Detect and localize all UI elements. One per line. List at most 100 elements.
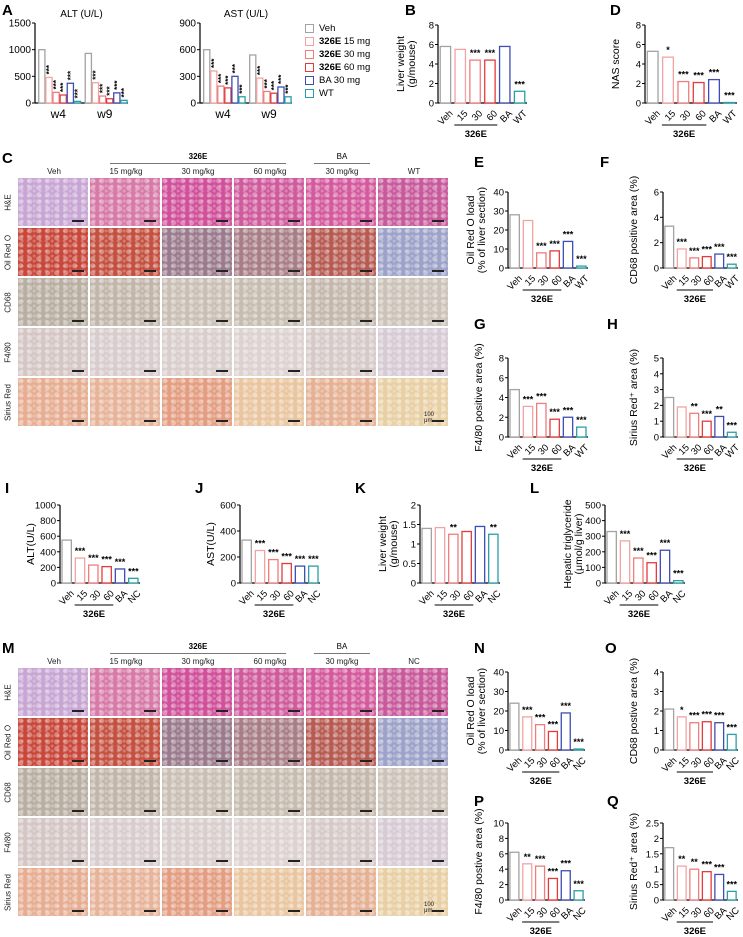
group-label: 326E [530, 926, 552, 937]
y-tick-label: 400 [585, 516, 601, 527]
bar [113, 92, 121, 104]
bar [646, 50, 659, 104]
histology-image [18, 328, 88, 376]
column-header: 30 mg/kg [181, 167, 215, 176]
significance-label: *** [726, 252, 737, 262]
significance-label: *** [295, 554, 306, 564]
y-tick-label: 8 [499, 354, 504, 365]
y-tick-label: 200 [40, 563, 56, 574]
significance-label: *** [693, 71, 704, 81]
y-tick-label: 4 [636, 60, 641, 71]
scale-bar [432, 760, 444, 762]
scale-bar [216, 710, 228, 712]
significance-label: *** [536, 391, 547, 401]
bar [98, 95, 107, 104]
significance-label: *** [548, 866, 559, 876]
bar [84, 52, 93, 104]
histology-image [162, 328, 232, 376]
group-label: 326E [673, 129, 695, 140]
significance-label: *** [576, 254, 587, 264]
significance-label: *** [52, 79, 61, 89]
bar [281, 562, 292, 584]
significance-label: *** [45, 64, 54, 74]
scale-bar [360, 860, 372, 862]
legend-item: BA 30 mg [305, 74, 370, 87]
significance-label: *** [238, 84, 247, 94]
bar [45, 76, 53, 104]
bar [454, 48, 467, 104]
significance-label: *** [75, 546, 86, 556]
bar [534, 724, 546, 751]
bar [61, 539, 72, 584]
y-tick-label: 6 [636, 40, 641, 51]
y-tick-label: 1000 [9, 45, 32, 56]
significance-label: *** [701, 245, 712, 255]
y-tick-label: 2 [654, 238, 659, 249]
histology-image [378, 818, 448, 866]
bar [522, 863, 533, 901]
group-label: 326E [684, 463, 706, 474]
scale-bar [72, 220, 84, 222]
panel-label-l: L [530, 480, 540, 497]
scale-bar-label: 100 μm [424, 412, 435, 424]
y-tick-label: 300 [179, 72, 196, 83]
histology-image [162, 868, 232, 916]
column-header: WT [407, 167, 421, 176]
y-tick-label: 4 [499, 393, 504, 404]
bar [701, 420, 712, 438]
histology-image [162, 668, 232, 716]
scale-bar [432, 710, 444, 712]
histology-image [378, 668, 448, 716]
y-tick-label: 4 [654, 369, 659, 380]
significance-label: *** [576, 415, 587, 425]
y-tick-label: 2 [636, 79, 641, 90]
column-header: Veh [47, 167, 61, 176]
scale-bar [72, 270, 84, 272]
significance-label: *** [563, 229, 574, 239]
bar [723, 101, 736, 104]
y-axis-label: (g/mouse) [388, 520, 400, 567]
scale-bar [432, 270, 444, 272]
significance-label: *** [128, 566, 139, 576]
significance-label: * [680, 705, 684, 715]
bar [509, 851, 520, 901]
significance-label: *** [563, 405, 574, 415]
panel-label-e: E [474, 154, 485, 171]
group-label: 326E [628, 609, 650, 620]
bar [560, 712, 571, 751]
bar [664, 396, 675, 438]
group-label: 326E [465, 129, 487, 140]
panel-label-m: M [2, 640, 15, 657]
histology-image [90, 328, 160, 376]
column-header: 15 mg/kg [109, 167, 143, 176]
significance-label: *** [281, 552, 292, 562]
group-label: 326E [531, 463, 553, 474]
column-header: NC [408, 657, 420, 666]
panel-label-k: K [355, 480, 366, 497]
legend-text: Veh [319, 23, 336, 34]
scale-bar [360, 810, 372, 812]
histology-image [234, 178, 304, 226]
histology-image [234, 768, 304, 816]
bar [633, 557, 644, 584]
y-tick-label: 0.5 [403, 559, 416, 570]
x-tick-label: Veh [660, 755, 679, 774]
histology-image [378, 278, 448, 326]
x-tick-label: Veh [237, 588, 256, 607]
histology-image [18, 768, 88, 816]
y-tick-label: 0 [654, 433, 659, 444]
row-label: Oil Red O [3, 234, 13, 271]
scale-bar [432, 370, 444, 372]
scale-bar [144, 710, 156, 712]
scale-bar [360, 910, 372, 912]
bar [263, 90, 271, 104]
scale-bar [144, 910, 156, 912]
scale-bar [72, 320, 84, 322]
x-tick-label: NC [486, 588, 504, 606]
y-axis-label: NAS score [610, 39, 622, 89]
y-tick-label: 1500 [9, 19, 32, 30]
bar [217, 85, 225, 104]
y-axis-label: F4/80 positive area (%) [473, 343, 485, 452]
significance-label: *** [678, 70, 689, 80]
significance-label: *** [91, 70, 100, 80]
